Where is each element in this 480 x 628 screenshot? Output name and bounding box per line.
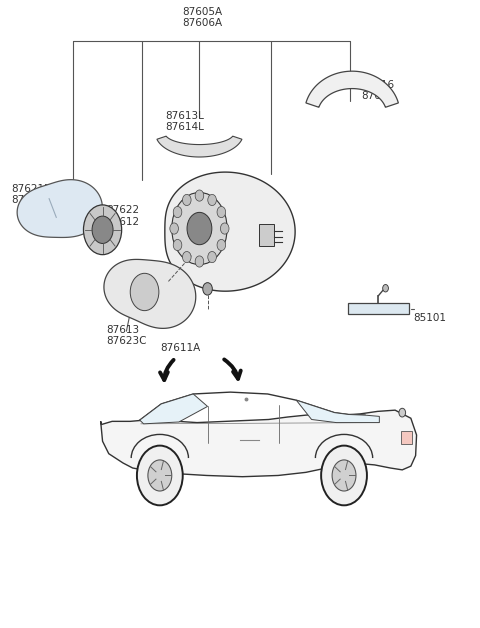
Text: 87622
87612: 87622 87612 [107,205,140,227]
Circle shape [84,205,121,255]
Text: 87611A: 87611A [160,343,201,353]
Circle shape [173,239,182,251]
Circle shape [172,192,227,264]
Circle shape [220,223,229,234]
Circle shape [203,283,212,295]
Circle shape [130,273,159,311]
Polygon shape [296,400,379,423]
Polygon shape [401,431,412,445]
Circle shape [173,207,182,218]
Polygon shape [165,172,295,291]
Circle shape [195,190,204,201]
Circle shape [332,460,356,491]
Text: 87613L
87614L: 87613L 87614L [166,111,204,133]
Text: 87605A
87606A: 87605A 87606A [182,7,222,28]
Circle shape [399,408,406,417]
Text: 85101: 85101 [413,313,446,323]
Circle shape [321,446,367,506]
Circle shape [170,223,179,234]
Circle shape [182,251,191,263]
Polygon shape [259,224,275,246]
Polygon shape [348,303,409,315]
Circle shape [208,195,216,205]
Circle shape [148,460,172,491]
Text: 87613
87623C: 87613 87623C [107,325,147,346]
Circle shape [182,195,191,205]
Polygon shape [17,180,102,237]
Circle shape [208,251,216,263]
Polygon shape [306,71,398,107]
Circle shape [137,446,183,506]
Circle shape [383,284,388,292]
Text: 87616
87626: 87616 87626 [362,80,395,101]
Polygon shape [140,394,207,424]
Circle shape [195,256,204,267]
Circle shape [187,212,212,245]
Polygon shape [101,410,417,477]
Text: 87621B
87621C: 87621B 87621C [11,183,51,205]
Circle shape [92,216,113,244]
Circle shape [217,207,226,218]
Polygon shape [157,136,242,157]
Circle shape [217,239,226,251]
Polygon shape [104,259,196,328]
